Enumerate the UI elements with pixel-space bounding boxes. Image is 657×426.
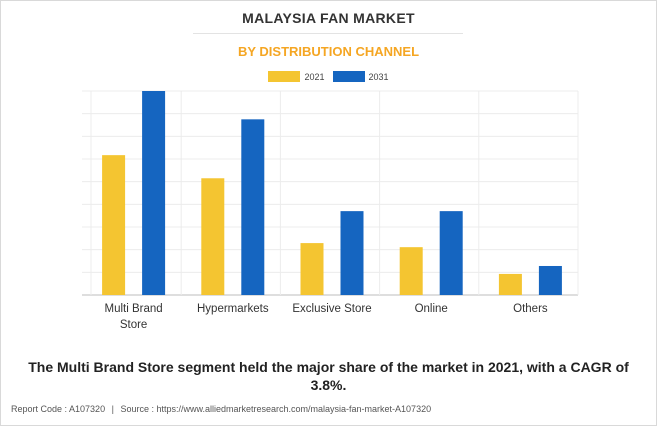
legend-label-2031: 2031 [368, 71, 389, 82]
chart-title: MALAYSIA FAN MARKET [242, 10, 415, 26]
bar-2031 [142, 91, 166, 295]
x-tick-label: Multi Brand [105, 303, 163, 315]
bar-2021 [399, 247, 423, 295]
legend-item-2031: 2031 [332, 71, 389, 82]
x-tick-label: Store [120, 319, 148, 331]
bar-2031 [439, 211, 463, 295]
x-tick-label: Others [513, 303, 548, 315]
bar-2031 [538, 265, 562, 295]
footer-separator: | [111, 404, 114, 414]
title-divider [193, 33, 463, 34]
bar-2031 [340, 211, 364, 295]
bar-2031 [241, 119, 265, 295]
source-link[interactable]: Source : https://www.alliedmarketresearc… [120, 404, 432, 414]
chart-legend: 2021 2031 [0, 71, 657, 82]
x-tick-label: Exclusive Store [292, 303, 371, 315]
x-tick-label: Hypermarkets [197, 303, 269, 315]
legend-label-2021: 2021 [304, 71, 325, 82]
bar-2021 [498, 273, 522, 295]
bar-chart: Multi Brand Store Hypermarkets Exclusive St… [82, 90, 579, 331]
legend-swatch-2021 [268, 71, 301, 82]
x-axis-labels: Multi Brand Store Hypermarkets Exclusive St… [105, 303, 548, 331]
bar-2021 [300, 243, 324, 295]
chart-subtitle: BY DISTRIBUTION CHANNEL [237, 44, 420, 59]
legend-item-2021: 2021 [268, 71, 325, 82]
footer: Report Code : A107320 | Source : https:/… [11, 404, 431, 414]
chart-caption: The Multi Brand Store segment held the m… [28, 359, 629, 393]
bar-2021 [201, 178, 225, 295]
bar-2021 [102, 155, 126, 295]
report-code: Report Code : A107320 [11, 404, 106, 414]
legend-swatch-2031 [332, 71, 365, 82]
x-tick-label: Online [415, 303, 448, 315]
chart-bars [102, 91, 562, 295]
